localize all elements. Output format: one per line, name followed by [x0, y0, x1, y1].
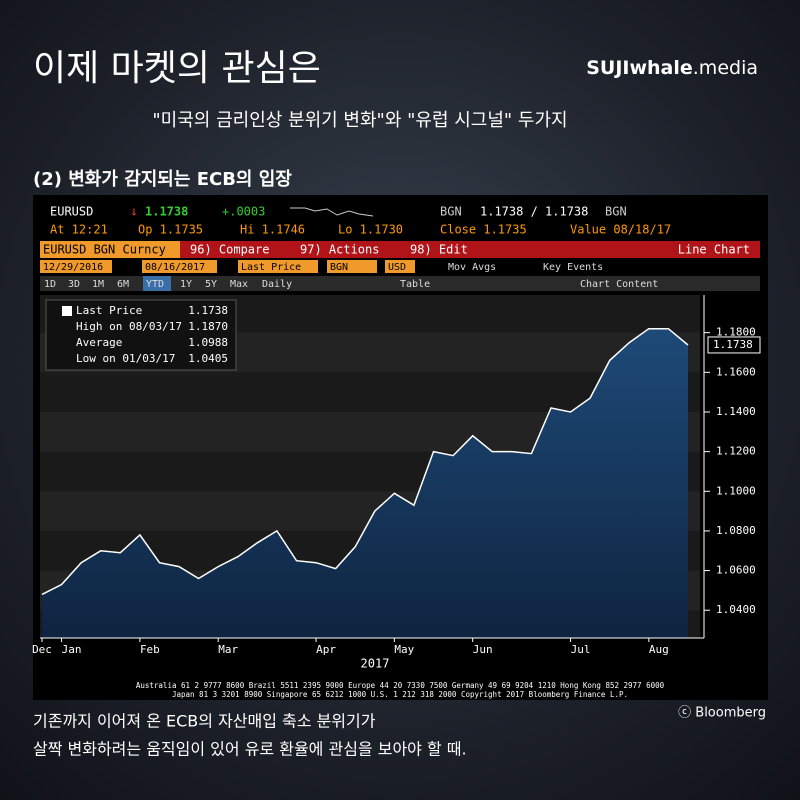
footer-line: Japan 81 3 3201 8900 Singapore 65 6212 1… — [172, 690, 628, 699]
legend-swatch — [62, 306, 72, 316]
button: Table — [400, 279, 430, 290]
y-tick-label: 1.1800 — [716, 326, 756, 339]
caption-line: 기존까지 이어져 온 ECB의 자산매입 축소 분위기가 — [33, 712, 376, 731]
button: YTD — [146, 279, 164, 290]
field: Key Events — [543, 262, 603, 273]
y-tick-label: 1.1400 — [716, 405, 756, 418]
button: Daily — [262, 279, 292, 290]
legend-label: Last Price — [76, 304, 142, 317]
field-box — [142, 260, 217, 273]
x-tick-label: Apr — [316, 643, 336, 656]
field-box — [327, 260, 377, 273]
title: 이제 마켓의 관심은 — [33, 48, 321, 89]
menu-item: 96) Compare — [190, 243, 269, 257]
menu-bar — [40, 241, 760, 258]
x-tick-label: Mar — [218, 643, 238, 656]
price-line — [41, 327, 689, 596]
logo-bold: SUJIwhale — [586, 57, 693, 79]
x-tick-label: Dec — [32, 643, 52, 656]
button: Max — [230, 279, 248, 290]
source: BGN — [440, 205, 462, 219]
subtitle: "미국의 금리인상 분위기 변화"와 "유럽 시그널" 두가지 — [152, 110, 567, 131]
close: Close 1.1735 — [440, 223, 527, 237]
lo: Lo 1.1730 — [338, 223, 403, 237]
button-active — [143, 276, 171, 291]
y-tick-label: 1.1200 — [716, 445, 756, 458]
legend-label: High on 08/03/17 — [76, 320, 182, 333]
menu-security — [40, 241, 180, 258]
y-tick-label: 1.0800 — [716, 524, 756, 537]
at: At 12:21 — [50, 223, 108, 237]
x-tick-label: Jan — [62, 643, 82, 656]
field-box — [385, 260, 415, 273]
menu-item: 97) Actions — [300, 243, 379, 257]
x-axis-label: 2017 — [361, 657, 390, 671]
x-tick-label: May — [394, 643, 414, 656]
button: 1D — [44, 279, 56, 290]
source2: BGN — [605, 205, 627, 219]
op: Op 1.1735 — [138, 223, 203, 237]
field: 08/16/2017 — [145, 262, 205, 273]
button-bar — [40, 276, 760, 291]
x-tick-label: Jun — [473, 643, 493, 656]
legend-label: Low on 01/03/17 — [76, 352, 175, 365]
button: Chart Content — [580, 279, 658, 290]
change: +.0003 — [222, 205, 265, 219]
x-tick-label: Jul — [571, 643, 591, 656]
area-fill — [42, 328, 688, 638]
last-price-label: 1.1738 — [713, 338, 753, 351]
down-arrow: ↓ — [130, 205, 138, 220]
menu-item: 98) Edit — [410, 243, 468, 257]
credit: ⓒ Bloomberg — [678, 706, 766, 721]
caption-line: 살짝 변화하려는 움직임이 있어 유로 환율에 관심을 보아야 할 때. — [33, 740, 467, 759]
logo-light: .media — [693, 57, 758, 79]
field: Mov Avgs — [448, 262, 496, 273]
y-tick-label: 1.0400 — [716, 603, 756, 616]
terminal: EURUSD ↓ 1.1738 +.0003 BGN 1.1738 / 1.17… — [32, 195, 768, 700]
value: Value 08/18/17 — [570, 223, 671, 237]
field: BGN — [330, 262, 348, 273]
last: 1.1738 — [145, 205, 188, 219]
field-box — [238, 260, 318, 273]
last-price-tag — [707, 336, 761, 354]
legend-value: 1.0405 — [188, 352, 228, 365]
button: 6M — [117, 279, 129, 290]
y-tick-label: 1.1000 — [716, 484, 756, 497]
button: 1M — [92, 279, 104, 290]
button: 3D — [68, 279, 80, 290]
legend-label: Average — [76, 336, 122, 349]
sparkline — [290, 207, 374, 217]
button: 1Y — [180, 279, 192, 290]
field: USD — [388, 262, 406, 273]
field-box — [40, 260, 112, 273]
field: Last Price — [241, 262, 301, 273]
footer-line: Australia 61 2 9777 8600 Brazil 5511 239… — [136, 681, 665, 690]
section-title: (2) 변화가 감지되는 ECB의 입장 — [33, 168, 292, 190]
x-tick-label: Aug — [649, 643, 669, 656]
menu-item: EURUSD BGN Curncy — [43, 243, 166, 257]
field: 12/29/2016 — [43, 262, 103, 273]
logo: SUJIwhale.media — [586, 57, 758, 79]
button: 5Y — [205, 279, 217, 290]
legend-value: 1.1870 — [188, 320, 228, 333]
menu-item: Line Chart — [678, 243, 750, 257]
bid-ask: 1.1738 / 1.1738 — [480, 205, 588, 219]
legend-box — [45, 299, 237, 371]
y-tick-label: 1.0600 — [716, 564, 756, 577]
hi: Hi 1.1746 — [240, 223, 305, 237]
y-tick-label: 1.1600 — [716, 365, 756, 378]
ticker: EURUSD — [50, 205, 93, 219]
legend-value: 1.0988 — [188, 336, 228, 349]
x-tick-label: Feb — [140, 643, 160, 656]
legend-value: 1.1738 — [188, 304, 228, 317]
